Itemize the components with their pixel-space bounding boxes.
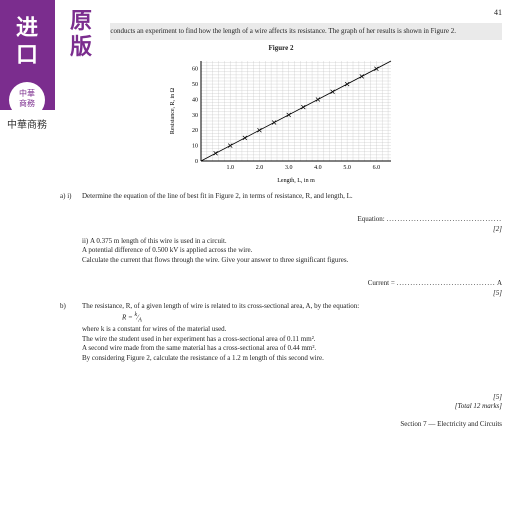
figure-label: Figure 2 [60,44,502,53]
svg-text:40: 40 [192,97,198,103]
svg-text:Resistance, R, in Ω: Resistance, R, in Ω [170,87,176,134]
part-a-i-text: Determine the equation of the line of be… [82,192,353,201]
total-marks: [Total 12 marks] [60,402,502,411]
a-ii-marks: [5] [60,289,502,298]
a-i-marks: [2] [60,225,502,234]
svg-text:60: 60 [192,66,198,72]
svg-text:Length, L, in m: Length, L, in m [277,178,315,184]
current-answer-line: Current = ..............................… [60,279,502,288]
import-badge: 进 口 原 版 中華 商務 中華商務 [0,0,110,130]
part-b-label: b) [60,302,78,363]
part-b-text: The resistance, R, of a given length of … [82,302,359,363]
svg-text:30: 30 [192,113,198,119]
b-marks: [5] [60,393,502,402]
part-a-i-label: a) i) [60,192,78,201]
svg-text:1.0: 1.0 [226,165,234,171]
svg-text:20: 20 [192,128,198,134]
tag2-text: 原 [70,8,92,33]
svg-text:4.0: 4.0 [314,165,322,171]
question-intro: A student conducts an experiment to find… [76,23,502,40]
svg-text:商務: 商務 [19,98,35,108]
svg-text:3.0: 3.0 [285,165,293,171]
svg-text:6.0: 6.0 [373,165,381,171]
svg-text:50: 50 [192,82,198,88]
svg-text:版: 版 [70,34,92,59]
equation: R = k⁄A [122,312,359,326]
svg-text:10: 10 [192,143,198,149]
page-number: 41 [60,8,502,19]
svg-text:2.0: 2.0 [256,165,264,171]
svg-text:口: 口 [16,42,38,67]
svg-text:中華: 中華 [19,88,35,98]
equation-answer-line: Equation: ..............................… [60,215,502,224]
tag1-text: 进 [16,15,38,40]
resistance-chart: 1.0 2.0 3.0 4.0 5.0 6.0 0 10 20 30 40 50 60 Length, L… [60,56,502,186]
svg-text:0: 0 [195,159,198,165]
brand-text: 中華商務 [7,118,47,130]
section-footer: Section 7 — Electricity and Circuits [60,420,502,429]
part-a-ii: ii) A 0.375 m length of this wire is use… [82,237,502,265]
svg-text:5.0: 5.0 [343,165,351,171]
